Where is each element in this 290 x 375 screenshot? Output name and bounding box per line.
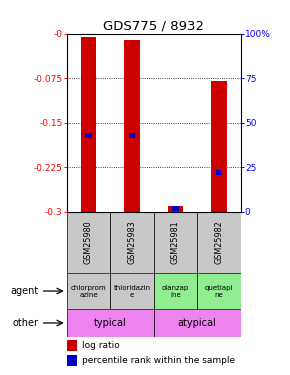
Bar [197, 212, 241, 273]
Text: olanzap
ine: olanzap ine [162, 285, 189, 297]
Bar [216, 170, 222, 175]
Bar [110, 273, 154, 309]
Bar [67, 309, 154, 337]
Bar [67, 273, 110, 309]
Bar [211, 81, 226, 212]
Text: other: other [12, 318, 38, 328]
Text: GSM25981: GSM25981 [171, 220, 180, 264]
Text: typical: typical [94, 318, 126, 328]
Bar [172, 206, 179, 211]
Text: atypical: atypical [178, 318, 217, 328]
Bar [110, 212, 154, 273]
Text: agent: agent [10, 286, 38, 296]
Bar [129, 133, 135, 138]
Title: GDS775 / 8932: GDS775 / 8932 [103, 20, 204, 33]
Text: thioridazin
e: thioridazin e [113, 285, 151, 297]
Text: chlorprom
azine: chlorprom azine [71, 285, 106, 297]
Text: GSM25980: GSM25980 [84, 220, 93, 264]
Text: percentile rank within the sample: percentile rank within the sample [82, 356, 235, 365]
Bar [124, 40, 139, 212]
Bar [81, 37, 96, 212]
Text: log ratio: log ratio [82, 341, 120, 350]
Bar [67, 212, 110, 273]
Bar [67, 340, 77, 351]
Text: quetiapi
ne: quetiapi ne [205, 285, 233, 297]
Text: GSM25982: GSM25982 [214, 220, 224, 264]
Bar [154, 212, 197, 273]
Bar [85, 133, 92, 138]
Bar [154, 273, 197, 309]
Bar [197, 273, 241, 309]
Bar [154, 309, 241, 337]
Bar [67, 355, 77, 366]
Bar [168, 206, 183, 212]
Text: GSM25983: GSM25983 [127, 220, 137, 264]
